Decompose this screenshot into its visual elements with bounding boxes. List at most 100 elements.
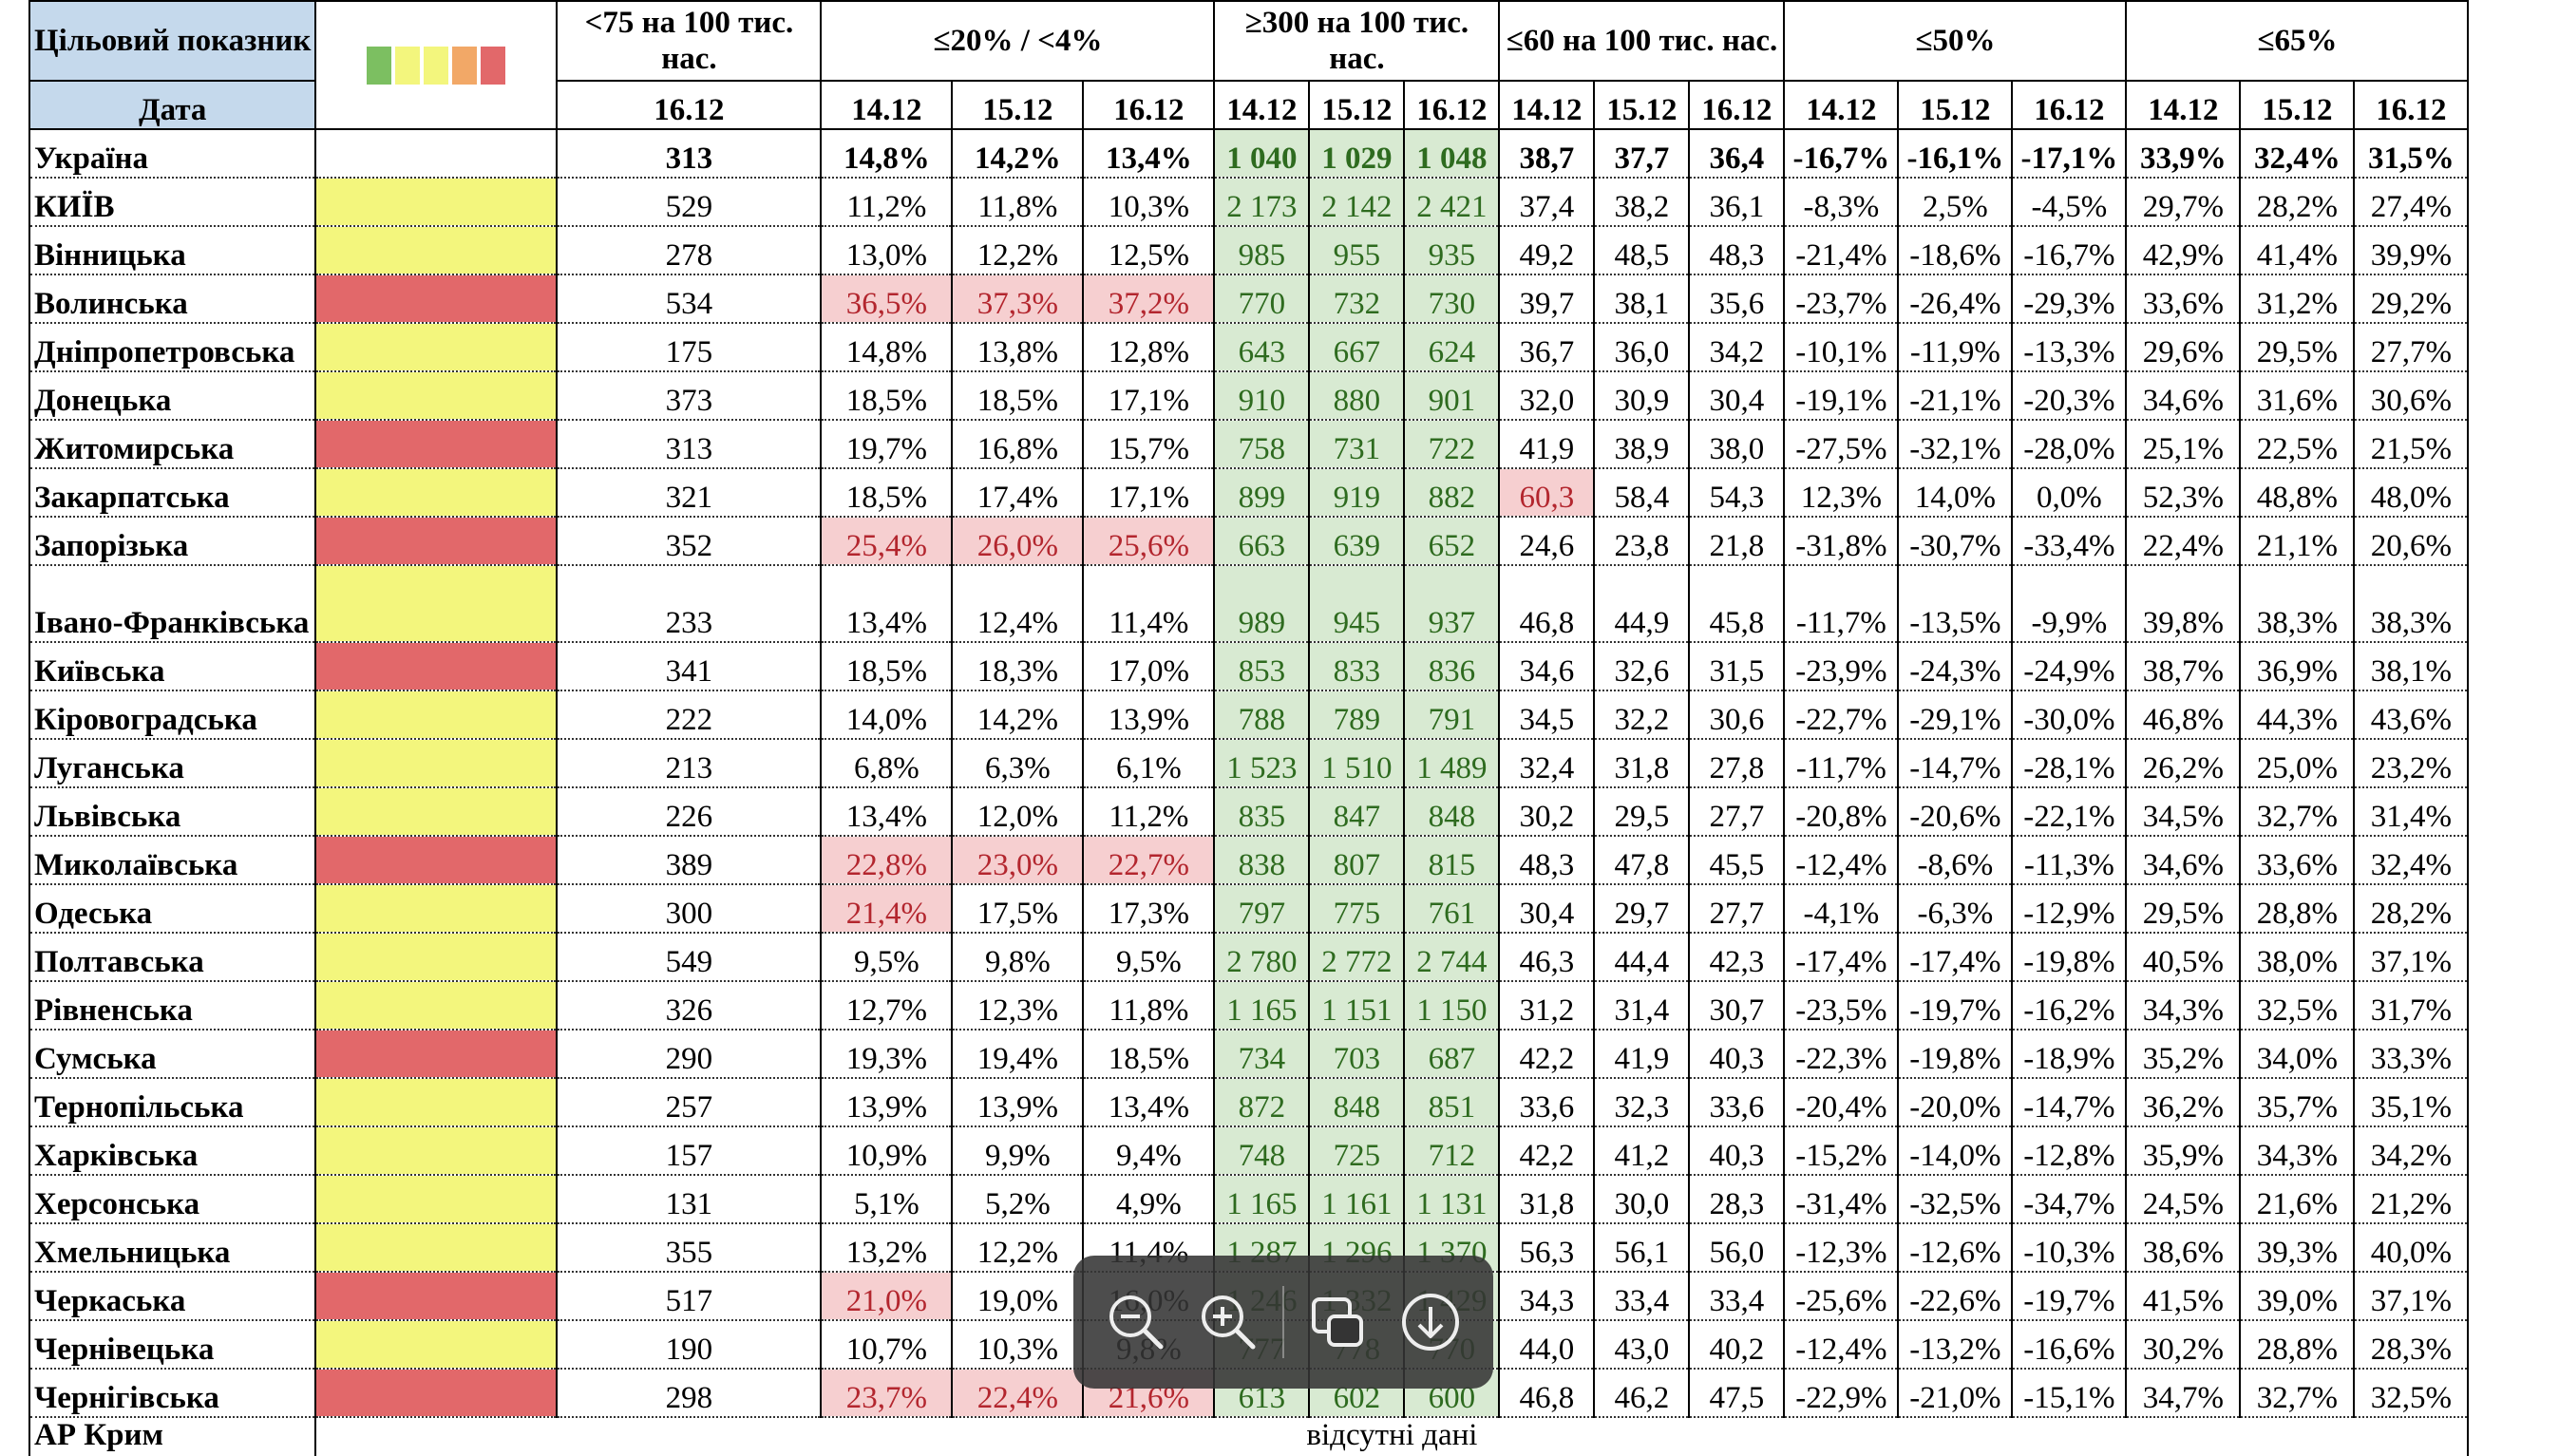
- table-row: КИЇВ 529 11,2% 11,8% 10,3% 2 173 2 142 2 421 37,…: [28, 178, 2470, 227]
- value-cell: 42,9%: [2125, 226, 2242, 275]
- value-cell: -17,1%: [2011, 129, 2128, 179]
- value-cell: 815: [1403, 836, 1501, 885]
- value-cell: 23,2%: [2353, 739, 2470, 788]
- value-cell: 6,3%: [951, 739, 1085, 788]
- value-cell: 22,7%: [1082, 836, 1216, 885]
- value-cell: 39,7: [1498, 274, 1596, 324]
- value-cell: 28,8%: [2239, 1320, 2356, 1370]
- value-cell: 34,6: [1498, 642, 1596, 691]
- value-cell: 34,3: [1498, 1272, 1596, 1321]
- value-cell: 14,2%: [951, 129, 1085, 179]
- value-cell: -30,0%: [2011, 690, 2128, 740]
- value-cell: 937: [1403, 565, 1501, 643]
- value-cell: 12,3%: [951, 981, 1085, 1031]
- value-cell: -15,2%: [1783, 1126, 1900, 1176]
- table-row: Україна 313 14,8% 14,2% 13,4% 1 040 1 029 1 048…: [28, 129, 2470, 179]
- value-cell: -29,1%: [1897, 690, 2014, 740]
- value-cell: 529: [556, 178, 823, 227]
- value-cell: 29,7: [1593, 884, 1691, 934]
- value-cell: 28,2%: [2239, 178, 2356, 227]
- value-cell: 48,0%: [2353, 468, 2470, 518]
- value-cell: 18,3%: [951, 642, 1085, 691]
- value-cell: 37,1%: [2353, 933, 2470, 982]
- value-cell: 899: [1213, 468, 1311, 518]
- value-cell: -12,4%: [1783, 1320, 1900, 1370]
- value-cell: 16,8%: [951, 420, 1085, 469]
- value-cell: -4,5%: [2011, 178, 2128, 227]
- value-cell: 4,9%: [1082, 1175, 1216, 1224]
- copy-button[interactable]: [1300, 1284, 1376, 1360]
- status-indicator: [314, 1078, 559, 1127]
- value-cell: 33,4: [1593, 1272, 1691, 1321]
- value-cell: 30,6%: [2353, 371, 2470, 421]
- value-cell: 18,5%: [820, 371, 954, 421]
- value-cell: 6,1%: [1082, 739, 1216, 788]
- value-cell: 30,9: [1593, 371, 1691, 421]
- value-cell: 2,5%: [1897, 178, 2014, 227]
- value-cell: 44,4: [1593, 933, 1691, 982]
- value-cell: 45,8: [1688, 565, 1786, 643]
- value-cell: 52,3%: [2125, 468, 2242, 518]
- value-cell: 19,7%: [820, 420, 954, 469]
- value-cell: 32,5%: [2239, 981, 2356, 1031]
- value-cell: -22,1%: [2011, 787, 2128, 837]
- value-cell: -31,8%: [1783, 517, 1900, 566]
- status-indicator: [314, 1030, 559, 1079]
- value-cell: 24,5%: [2125, 1175, 2242, 1224]
- value-cell: -22,7%: [1783, 690, 1900, 740]
- toolbar-separator: [1281, 1286, 1284, 1358]
- value-cell: 25,6%: [1082, 517, 1216, 566]
- value-cell: -10,1%: [1783, 323, 1900, 372]
- value-cell: -12,4%: [1783, 836, 1900, 885]
- value-cell: -20,0%: [1897, 1078, 2014, 1127]
- table-row: Донецька 373 18,5% 18,5% 17,1% 910 880 901 32,0 3…: [28, 371, 2470, 421]
- value-cell: 748: [1213, 1126, 1311, 1176]
- status-indicator: [314, 517, 559, 566]
- value-cell: 1 150: [1403, 981, 1501, 1031]
- zoom-out-button[interactable]: [1098, 1284, 1174, 1360]
- download-button[interactable]: [1393, 1284, 1469, 1360]
- value-cell: 12,2%: [951, 226, 1085, 275]
- value-cell: 31,5%: [2353, 129, 2470, 179]
- value-cell: 31,2%: [2239, 274, 2356, 324]
- value-cell: 23,0%: [951, 836, 1085, 885]
- value-cell: 30,7: [1688, 981, 1786, 1031]
- value-cell: 48,8%: [2239, 468, 2356, 518]
- value-cell: 30,6: [1688, 690, 1786, 740]
- value-cell: 34,5%: [2125, 787, 2242, 837]
- status-indicator: [314, 1175, 559, 1224]
- region-name: Запорізька: [28, 517, 317, 566]
- value-cell: 313: [556, 129, 823, 179]
- value-cell: 190: [556, 1320, 823, 1370]
- value-cell: 48,5: [1593, 226, 1691, 275]
- value-cell: -17,4%: [1783, 933, 1900, 982]
- region-name: Дніпропетровська: [28, 323, 317, 372]
- value-cell: -19,7%: [2011, 1272, 2128, 1321]
- value-cell: 175: [556, 323, 823, 372]
- value-cell: 36,0: [1593, 323, 1691, 372]
- header-row-targets: Цільовий показник <75 на 100 тис. нас. ≤20…: [28, 0, 2470, 130]
- header-row-dates: Дата 16.12 14.12 15.12 16.12 14.12 15.12 16.12 1…: [28, 81, 2470, 130]
- value-cell: 28,2%: [2353, 884, 2470, 934]
- value-cell: 25,1%: [2125, 420, 2242, 469]
- value-cell: 725: [1308, 1126, 1406, 1176]
- value-cell: -14,7%: [2011, 1078, 2128, 1127]
- value-cell: 46,8%: [2125, 690, 2242, 740]
- value-cell: 549: [556, 933, 823, 982]
- value-cell: 734: [1213, 1030, 1311, 1079]
- value-cell: 14,2%: [951, 690, 1085, 740]
- region-name: Вінницька: [28, 226, 317, 275]
- value-cell: 836: [1403, 642, 1501, 691]
- value-cell: 35,2%: [2125, 1030, 2242, 1079]
- value-cell: 722: [1403, 420, 1501, 469]
- value-cell: 13,4%: [820, 565, 954, 643]
- date-header: 16.12: [2353, 81, 2470, 130]
- zoom-in-button[interactable]: [1190, 1284, 1266, 1360]
- region-name: Житомирська: [28, 420, 317, 469]
- value-cell: -14,7%: [1897, 739, 2014, 788]
- value-cell: 37,3%: [951, 274, 1085, 324]
- value-cell: 5,2%: [951, 1175, 1085, 1224]
- no-data-note: відсутні дані: [314, 1417, 2470, 1456]
- value-cell: 45,5: [1688, 836, 1786, 885]
- region-name: Україна: [28, 129, 317, 179]
